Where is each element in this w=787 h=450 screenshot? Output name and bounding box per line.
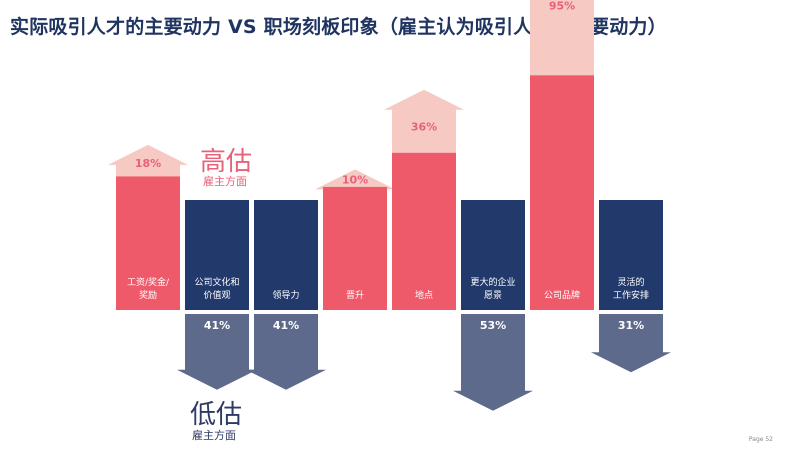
category-label: 奖励: [139, 289, 157, 301]
overestimate-arrow: [315, 169, 395, 190]
category-label: 工作安排: [613, 289, 649, 301]
category-label: 价值观: [203, 289, 230, 301]
gap-value-label: 31%: [618, 319, 644, 332]
underestimate-sublabel: 雇主方面: [192, 429, 236, 442]
bar: [116, 176, 180, 310]
category-label: 地点: [415, 289, 433, 301]
bar: [392, 152, 456, 310]
underestimate-arrow: [177, 314, 257, 390]
gap-value-label: 95%: [549, 0, 575, 12]
underestimate-arrow: [246, 314, 326, 390]
underestimate-arrow: [453, 314, 533, 411]
gap-value-label: 10%: [342, 174, 368, 187]
overestimate-arrow: [530, 0, 594, 76]
category-label: 晋升: [346, 290, 364, 301]
bar: [185, 200, 249, 310]
overestimate-label: 高估: [200, 147, 253, 177]
gap-value-label: 18%: [135, 157, 161, 170]
category-label: 公司文化和: [194, 276, 239, 288]
overestimate-arrow: [108, 144, 188, 177]
bar: [599, 200, 663, 310]
overestimate-sublabel: 雇主方面: [203, 175, 247, 188]
category-label: 更大的企业: [470, 276, 515, 288]
category-label: 公司品牌: [544, 289, 580, 301]
gap-value-label: 36%: [411, 120, 437, 133]
bar: [461, 200, 525, 310]
gap-value-label: 41%: [273, 319, 299, 332]
bar: [254, 200, 318, 310]
category-label: 愿景: [484, 290, 502, 301]
page-number: Page 52: [748, 436, 773, 443]
bar: [530, 75, 594, 310]
category-label: 灵活的: [617, 276, 644, 288]
category-label: 工资/奖金/: [127, 276, 170, 288]
gap-value-label: 41%: [204, 319, 230, 332]
category-label: 领导力: [272, 289, 299, 301]
chart-title: 实际吸引人才的主要动力 VS 职场刻板印象（雇主认为吸引人才的主要动力）: [10, 16, 667, 38]
bar: [323, 186, 387, 310]
underestimate-arrow: [591, 314, 671, 373]
gap-value-label: 53%: [480, 319, 506, 332]
overestimate-arrow: [384, 89, 464, 153]
underestimate-label: 低估: [190, 400, 243, 430]
